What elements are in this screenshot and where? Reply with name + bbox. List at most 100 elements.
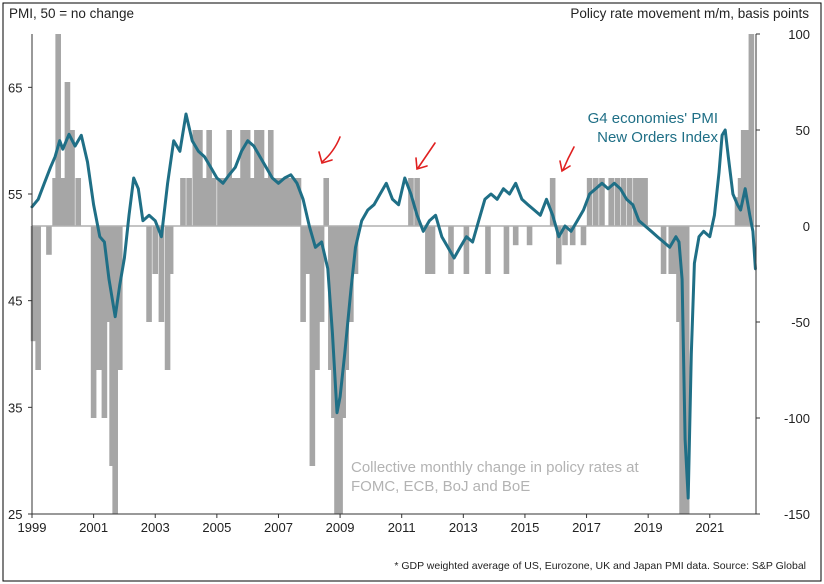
bar-series-caption-1: Collective monthly change in policy rate… xyxy=(351,459,639,476)
policy-rate-bar xyxy=(217,178,223,226)
policy-rate-bar xyxy=(52,178,58,226)
policy-rate-bar xyxy=(254,130,260,226)
policy-rate-bar xyxy=(277,178,283,226)
x-tick-label: 1999 xyxy=(18,520,47,535)
policy-rate-bar xyxy=(323,178,330,226)
policy-rate-bar xyxy=(235,178,242,226)
policy-rate-bar xyxy=(748,34,755,226)
policy-rate-bar xyxy=(343,226,350,370)
policy-rate-bar xyxy=(429,226,436,274)
policy-rate-bar xyxy=(318,226,325,322)
policy-rate-bar xyxy=(599,178,605,226)
policy-rate-bar xyxy=(309,226,316,466)
policy-rate-bar xyxy=(152,226,159,274)
policy-rate-bar xyxy=(562,226,568,246)
policy-rate-bar xyxy=(221,178,228,226)
policy-rate-bar xyxy=(281,178,288,226)
policy-rate-bar xyxy=(226,130,232,226)
policy-rate-bar xyxy=(620,178,627,226)
policy-rate-bar xyxy=(679,226,685,514)
policy-rate-bar xyxy=(240,130,246,226)
policy-rate-bar xyxy=(348,226,354,322)
policy-rate-bar xyxy=(586,178,593,226)
policy-rate-bar xyxy=(331,226,337,418)
policy-rate-bar xyxy=(633,178,639,226)
policy-rate-bar xyxy=(244,130,251,226)
policy-rate-bar xyxy=(230,178,237,226)
x-tick-label: 2017 xyxy=(572,520,601,535)
pmi-new-orders-line xyxy=(30,112,757,500)
policy-rate-bar xyxy=(608,178,614,226)
right-tick-label: -50 xyxy=(791,315,810,330)
policy-rate-bar xyxy=(745,130,752,226)
policy-rate-bar xyxy=(337,226,343,514)
policy-rate-bar xyxy=(272,178,279,226)
x-tick-label: 2007 xyxy=(264,520,293,535)
policy-rate-bar xyxy=(286,178,293,226)
x-tick-label: 2009 xyxy=(326,520,355,535)
x-tick-label: 2019 xyxy=(634,520,663,535)
policy-rate-bar xyxy=(197,130,203,226)
bar-series-caption-2: FOMC, ECB, BoJ and BoE xyxy=(351,478,530,495)
policy-rate-bar xyxy=(192,130,199,226)
policy-rate-bar xyxy=(683,226,690,514)
policy-rate-bar xyxy=(186,178,192,226)
left-tick-label: 25 xyxy=(8,507,22,522)
left-tick-label: 35 xyxy=(8,400,22,415)
left-tick-label: 55 xyxy=(8,187,22,202)
policy-rate-bar xyxy=(414,178,420,226)
policy-rate-bar xyxy=(60,178,66,226)
policy-rate-bar xyxy=(90,226,97,418)
policy-rate-bar xyxy=(30,226,37,342)
policy-rate-bar xyxy=(249,178,256,226)
policy-rate-bar xyxy=(146,226,152,322)
policy-rate-bar xyxy=(463,226,470,274)
policy-rate-bar xyxy=(295,178,302,226)
right-axis-title: Policy rate movement m/m, basis points xyxy=(570,6,809,21)
policy-rate-bar xyxy=(291,178,297,226)
red-arrow-2011 xyxy=(415,142,436,171)
left-tick-label: 45 xyxy=(8,294,22,309)
policy-rate-bar xyxy=(569,226,576,246)
policy-rate-bar xyxy=(206,130,212,226)
right-tick-label: -100 xyxy=(784,411,810,426)
policy-rate-bar xyxy=(46,226,52,255)
policy-rate-bar xyxy=(101,226,108,418)
policy-rate-bar xyxy=(676,226,682,322)
policy-rate-bar xyxy=(263,178,269,226)
line-layer xyxy=(30,112,757,500)
x-tick-label: 2011 xyxy=(388,520,416,535)
policy-rate-bar xyxy=(164,226,171,370)
right-tick-label: 50 xyxy=(796,123,810,138)
policy-rate-bar xyxy=(668,226,675,274)
policy-rate-bar xyxy=(201,178,208,226)
policy-rate-bar xyxy=(112,226,118,514)
policy-rate-bar xyxy=(425,226,431,274)
policy-rate-bar xyxy=(75,178,82,226)
policy-rate-bar xyxy=(549,178,556,226)
policy-rate-bar xyxy=(109,226,115,466)
policy-rate-bar xyxy=(340,226,346,418)
policy-rate-bar xyxy=(673,226,679,274)
policy-rate-bar xyxy=(408,178,414,226)
policy-rate-bar xyxy=(614,178,621,226)
policy-rate-bar xyxy=(737,178,744,226)
policy-rate-bar xyxy=(734,197,741,226)
policy-rate-bar xyxy=(258,130,265,226)
policy-rate-bar xyxy=(637,178,644,226)
policy-rate-bar xyxy=(117,226,123,370)
policy-rate-bar xyxy=(526,226,533,246)
policy-rate-bar xyxy=(93,226,100,370)
policy-rate-bar xyxy=(740,130,747,226)
red-arrow-2008 xyxy=(318,136,341,165)
policy-rate-bar xyxy=(167,226,174,274)
x-tick-label: 2005 xyxy=(202,520,231,535)
policy-rate-bar xyxy=(485,226,491,274)
policy-rate-bar xyxy=(660,226,667,274)
right-tick-label: 0 xyxy=(803,219,810,234)
bars-layer xyxy=(30,34,755,514)
